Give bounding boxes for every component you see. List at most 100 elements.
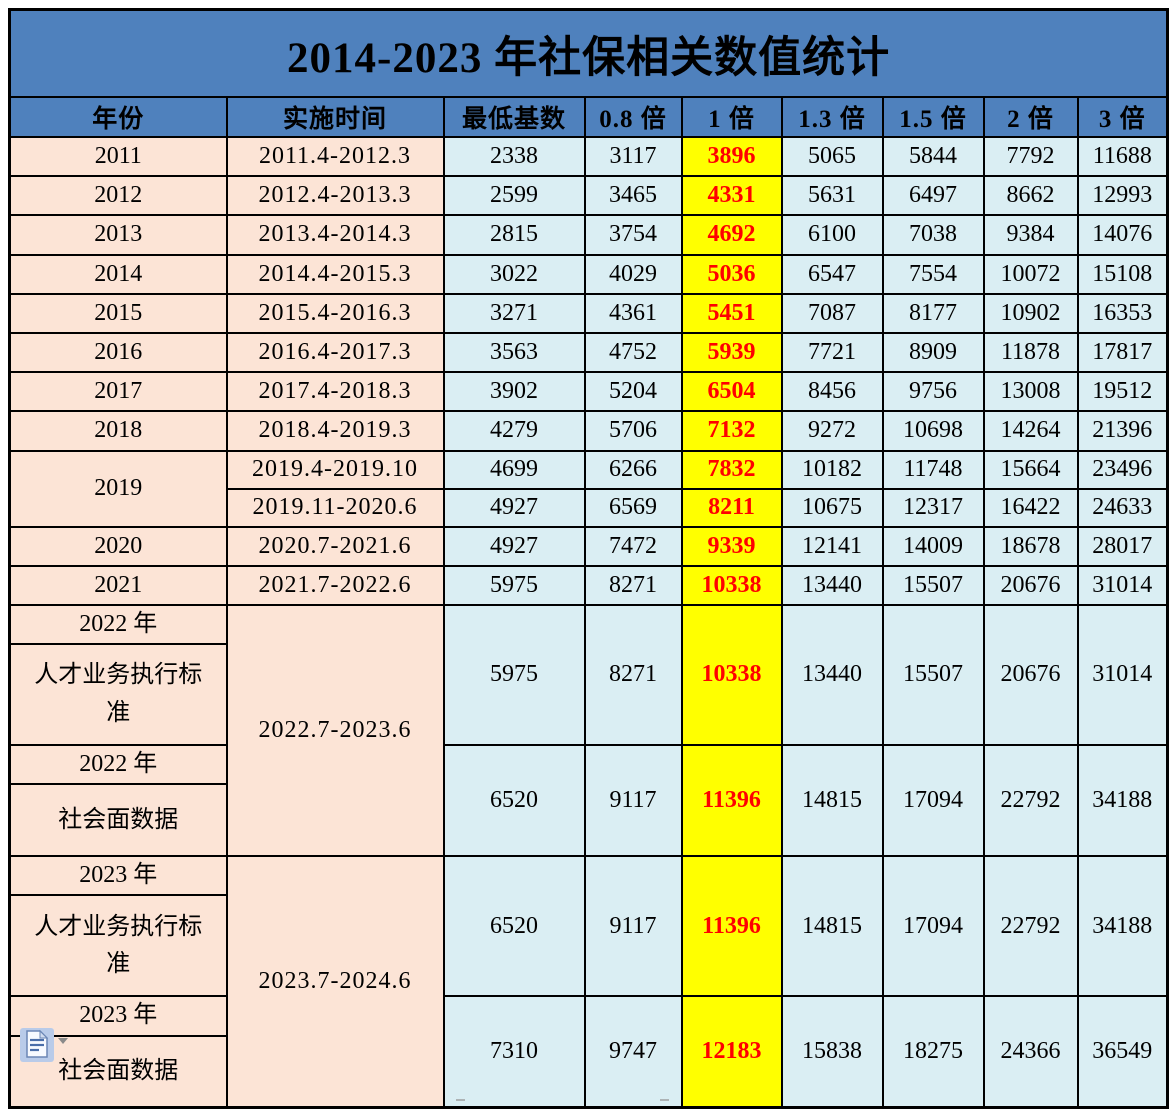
value-cell[interactable]: 5204 xyxy=(583,371,683,413)
value-cell[interactable]: 7038 xyxy=(881,214,985,256)
value-cell[interactable]: 5065 xyxy=(780,135,884,178)
year-cell[interactable]: 2023 年 xyxy=(8,995,228,1037)
value-cell[interactable]: 6520 xyxy=(442,855,586,998)
col-header-1.3x[interactable]: 1.3 倍 xyxy=(780,96,884,138)
value-cell[interactable]: 13008 xyxy=(982,371,1079,413)
value-cell-1x[interactable]: 7132 xyxy=(680,410,783,452)
value-cell[interactable]: 12317 xyxy=(881,487,985,528)
value-cell[interactable]: 4361 xyxy=(583,292,683,334)
value-cell[interactable]: 5975 xyxy=(442,603,586,747)
col-header-2x[interactable]: 2 倍 xyxy=(982,96,1079,138)
value-cell[interactable]: 6497 xyxy=(881,175,985,217)
col-header-min-base[interactable]: 最低基数 xyxy=(442,96,586,138)
value-cell[interactable]: 8909 xyxy=(881,331,985,374)
value-cell[interactable]: 9117 xyxy=(583,744,683,858)
year-cell[interactable]: 2013 xyxy=(8,214,228,256)
time-cell[interactable]: 2019.4-2019.10 xyxy=(225,449,445,490)
value-cell-1x[interactable]: 5451 xyxy=(680,292,783,334)
value-cell[interactable]: 7310 xyxy=(442,995,586,1109)
year-cell[interactable]: 2020 xyxy=(8,525,228,567)
value-cell[interactable]: 10072 xyxy=(982,253,1079,295)
value-cell[interactable]: 5975 xyxy=(442,564,586,606)
value-cell[interactable]: 15108 xyxy=(1076,253,1169,295)
value-cell[interactable]: 6547 xyxy=(780,253,884,295)
value-cell[interactable]: 11878 xyxy=(982,331,1079,374)
value-cell-1x[interactable]: 11396 xyxy=(680,855,783,998)
value-cell[interactable]: 17817 xyxy=(1076,331,1169,374)
value-cell-1x[interactable]: 7832 xyxy=(680,449,783,490)
value-cell-1x[interactable]: 6504 xyxy=(680,371,783,413)
year-cell[interactable]: 2015 xyxy=(8,292,228,334)
value-cell[interactable]: 10675 xyxy=(780,487,884,528)
value-cell[interactable]: 10182 xyxy=(780,449,884,490)
year-cell[interactable]: 2022 年 xyxy=(8,603,228,646)
value-cell[interactable]: 14815 xyxy=(780,744,884,858)
value-cell[interactable]: 8271 xyxy=(583,564,683,606)
value-cell[interactable]: 7472 xyxy=(583,525,683,567)
value-cell[interactable]: 4029 xyxy=(583,253,683,295)
value-cell[interactable]: 31014 xyxy=(1076,603,1169,747)
value-cell[interactable]: 23496 xyxy=(1076,449,1169,490)
col-header-1.5x[interactable]: 1.5 倍 xyxy=(881,96,985,138)
value-cell[interactable]: 8177 xyxy=(881,292,985,334)
value-cell[interactable]: 5631 xyxy=(780,175,884,217)
time-cell[interactable]: 2021.7-2022.6 xyxy=(225,564,445,606)
value-cell[interactable]: 3271 xyxy=(442,292,586,334)
time-cell[interactable]: 2017.4-2018.3 xyxy=(225,371,445,413)
time-cell[interactable]: 2019.11-2020.6 xyxy=(225,487,445,528)
value-cell[interactable]: 6100 xyxy=(780,214,884,256)
value-cell[interactable]: 3902 xyxy=(442,371,586,413)
value-cell[interactable]: 28017 xyxy=(1076,525,1169,567)
value-cell[interactable]: 22792 xyxy=(982,855,1079,998)
col-header-0.8x[interactable]: 0.8 倍 xyxy=(583,96,683,138)
value-cell[interactable]: 2815 xyxy=(442,214,586,256)
col-header-year[interactable]: 年份 xyxy=(8,96,228,138)
value-cell[interactable]: 9384 xyxy=(982,214,1079,256)
value-cell[interactable]: 17094 xyxy=(881,855,985,998)
value-cell[interactable]: 12993 xyxy=(1076,175,1169,217)
value-cell[interactable]: 14076 xyxy=(1076,214,1169,256)
value-cell[interactable]: 3465 xyxy=(583,175,683,217)
value-cell[interactable]: 13440 xyxy=(780,603,884,747)
value-cell[interactable]: 31014 xyxy=(1076,564,1169,606)
value-cell[interactable]: 20676 xyxy=(982,603,1079,747)
value-cell-1x[interactable]: 8211 xyxy=(680,487,783,528)
value-cell[interactable]: 14264 xyxy=(982,410,1079,452)
value-cell-1x[interactable]: 3896 xyxy=(680,135,783,178)
year-cell[interactable]: 2011 xyxy=(8,135,228,178)
value-cell[interactable]: 34188 xyxy=(1076,744,1169,858)
value-cell[interactable]: 11748 xyxy=(881,449,985,490)
time-cell[interactable]: 2015.4-2016.3 xyxy=(225,292,445,334)
value-cell-1x[interactable]: 10338 xyxy=(680,564,783,606)
time-cell[interactable]: 2022.7-2023.6 xyxy=(225,603,445,858)
time-cell[interactable]: 2023.7-2024.6 xyxy=(225,855,445,1109)
table-title[interactable]: 2014-2023 年社保相关数值统计 xyxy=(8,8,1169,98)
value-cell[interactable]: 10902 xyxy=(982,292,1079,334)
value-cell[interactable]: 8662 xyxy=(982,175,1079,217)
value-cell[interactable]: 6569 xyxy=(583,487,683,528)
year-cell[interactable]: 2019 xyxy=(8,449,228,528)
time-cell[interactable]: 2012.4-2013.3 xyxy=(225,175,445,217)
value-cell[interactable]: 4279 xyxy=(442,410,586,452)
value-cell[interactable]: 14815 xyxy=(780,855,884,998)
value-cell[interactable]: 14009 xyxy=(881,525,985,567)
year-cell[interactable]: 2017 xyxy=(8,371,228,413)
value-cell[interactable]: 2338 xyxy=(442,135,586,178)
year-cell[interactable]: 2014 xyxy=(8,253,228,295)
value-cell[interactable]: 3022 xyxy=(442,253,586,295)
value-cell[interactable]: 4752 xyxy=(583,331,683,374)
time-cell[interactable]: 2014.4-2015.3 xyxy=(225,253,445,295)
value-cell[interactable]: 11688 xyxy=(1076,135,1169,178)
value-cell[interactable]: 19512 xyxy=(1076,371,1169,413)
paste-options-button[interactable] xyxy=(20,1026,72,1062)
value-cell[interactable]: 5844 xyxy=(881,135,985,178)
value-cell[interactable]: 8456 xyxy=(780,371,884,413)
year-cell[interactable]: 2016 xyxy=(8,331,228,374)
year-cell[interactable]: 人才业务执行标准 xyxy=(8,643,228,747)
value-cell-1x[interactable]: 4331 xyxy=(680,175,783,217)
year-cell[interactable]: 社会面数据 xyxy=(8,783,228,858)
time-cell[interactable]: 2011.4-2012.3 xyxy=(225,135,445,178)
value-cell[interactable]: 3754 xyxy=(583,214,683,256)
value-cell[interactable]: 15664 xyxy=(982,449,1079,490)
value-cell[interactable]: 10698 xyxy=(881,410,985,452)
